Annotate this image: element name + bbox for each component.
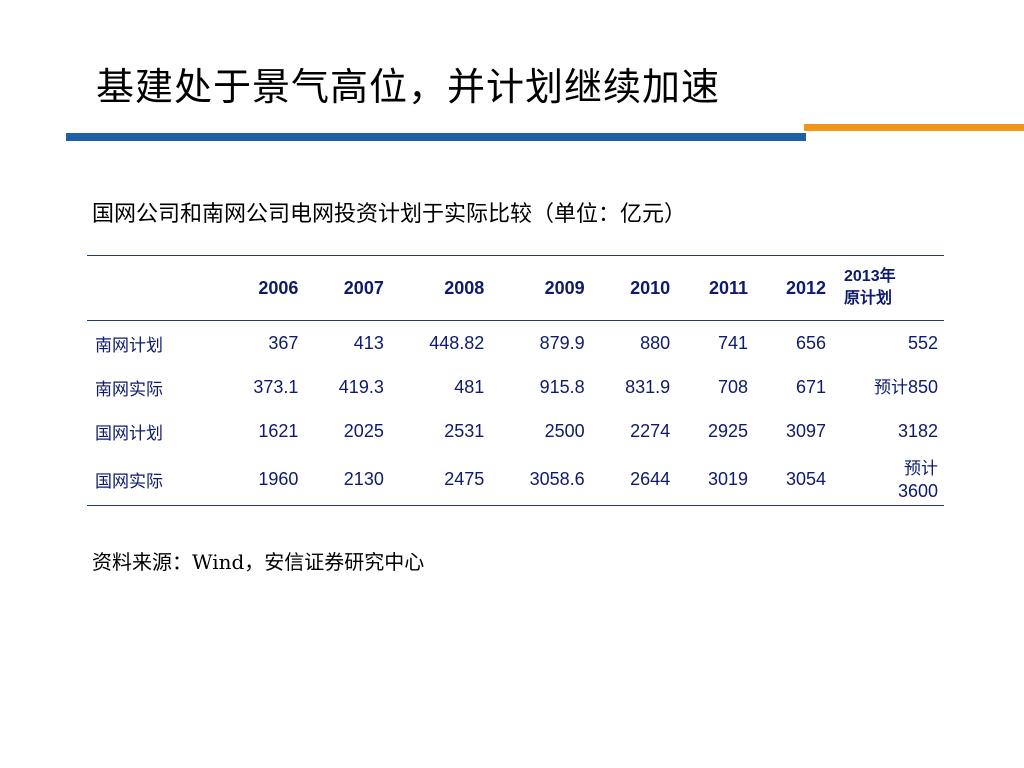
cell-value: 413 bbox=[353, 332, 384, 353]
cell-value: 3019 bbox=[708, 468, 749, 489]
header-year: 2012 bbox=[785, 277, 826, 298]
investment-table: 2006 2007 2008 2009 2010 2011 2012 2013年… bbox=[87, 255, 944, 506]
cell-value: 880 bbox=[640, 332, 671, 353]
row-label: 南网计划 bbox=[95, 335, 163, 356]
slide-title: 基建处于景气高位，并计划继续加速 bbox=[96, 65, 721, 109]
title-underline-orange bbox=[804, 124, 1024, 131]
header-year: 2007 bbox=[343, 277, 384, 298]
cell-value: 708 bbox=[718, 376, 749, 397]
header-year: 2009 bbox=[544, 277, 585, 298]
cell-value: 2475 bbox=[444, 468, 485, 489]
header-year: 2006 bbox=[258, 277, 299, 298]
header-year: 2010 bbox=[630, 277, 671, 298]
cell-value: 741 bbox=[718, 332, 749, 353]
cell-value: 3182 bbox=[897, 420, 938, 441]
cell-value: 3097 bbox=[785, 420, 826, 441]
cell-value: 2025 bbox=[343, 420, 384, 441]
cell-value: 2531 bbox=[444, 420, 485, 441]
cell-value: 879.9 bbox=[539, 332, 585, 353]
cell-value: 1960 bbox=[258, 468, 299, 489]
cell-value: 419.3 bbox=[338, 376, 384, 397]
cell-value: 481 bbox=[454, 376, 485, 397]
cell-note: 预计 bbox=[904, 458, 938, 479]
cell-value: 448.82 bbox=[429, 332, 485, 353]
table-row: 国网计划 1621 2025 2531 2500 2274 2925 3097 … bbox=[87, 409, 944, 453]
table-header-row: 2006 2007 2008 2009 2010 2011 2012 2013年… bbox=[87, 255, 944, 321]
source-note: 资料来源：Wind，安信证券研究中心 bbox=[92, 550, 425, 574]
cell-value: 831.9 bbox=[625, 376, 671, 397]
cell-value: 2500 bbox=[544, 420, 585, 441]
cell-value: 2274 bbox=[630, 420, 671, 441]
cell-value: 2644 bbox=[630, 468, 671, 489]
cell-value: 552 bbox=[907, 332, 938, 353]
cell-value: 3054 bbox=[785, 468, 826, 489]
cell-value: 367 bbox=[268, 332, 299, 353]
cell-value: 656 bbox=[795, 332, 826, 353]
cell-2013-plan: 预计850 bbox=[832, 365, 944, 409]
cell-value: 373.1 bbox=[253, 376, 299, 397]
table-caption: 国网公司和南网公司电网投资计划于实际比较（单位：亿元） bbox=[92, 202, 687, 227]
table-row: 国网实际 1960 2130 2475 3058.6 2644 3019 305… bbox=[87, 453, 944, 506]
title-underline-blue bbox=[66, 133, 806, 141]
cell-value: 915.8 bbox=[539, 376, 585, 397]
row-label: 国网计划 bbox=[95, 423, 163, 444]
header-2013-line2: 原计划 bbox=[844, 290, 893, 307]
cell-2013-plan: 3182 bbox=[832, 409, 944, 453]
row-label: 南网实际 bbox=[95, 379, 163, 400]
cell-note: 预计 bbox=[873, 377, 908, 398]
cell-value: 1621 bbox=[258, 420, 299, 441]
row-label: 国网实际 bbox=[95, 471, 163, 492]
header-blank bbox=[87, 256, 219, 321]
cell-value: 671 bbox=[795, 376, 826, 397]
header-year: 2008 bbox=[444, 277, 485, 298]
table-row: 南网计划 367 413 448.82 879.9 880 741 656 55… bbox=[87, 321, 944, 366]
table-row: 南网实际 373.1 419.3 481 915.8 831.9 708 671… bbox=[87, 365, 944, 409]
cell-value: 3600 bbox=[897, 480, 938, 501]
cell-2013-plan: 预计 3600 bbox=[832, 453, 944, 506]
header-2013-line1: 2013年 bbox=[844, 268, 896, 285]
header-year: 2011 bbox=[708, 277, 749, 298]
cell-2013-plan: 552 bbox=[832, 321, 944, 366]
header-2013-plan: 2013年 原计划 bbox=[832, 256, 944, 321]
cell-value: 3058.6 bbox=[529, 468, 585, 489]
cell-value: 850 bbox=[907, 376, 938, 397]
cell-value: 2130 bbox=[343, 468, 384, 489]
cell-value: 2925 bbox=[708, 420, 749, 441]
